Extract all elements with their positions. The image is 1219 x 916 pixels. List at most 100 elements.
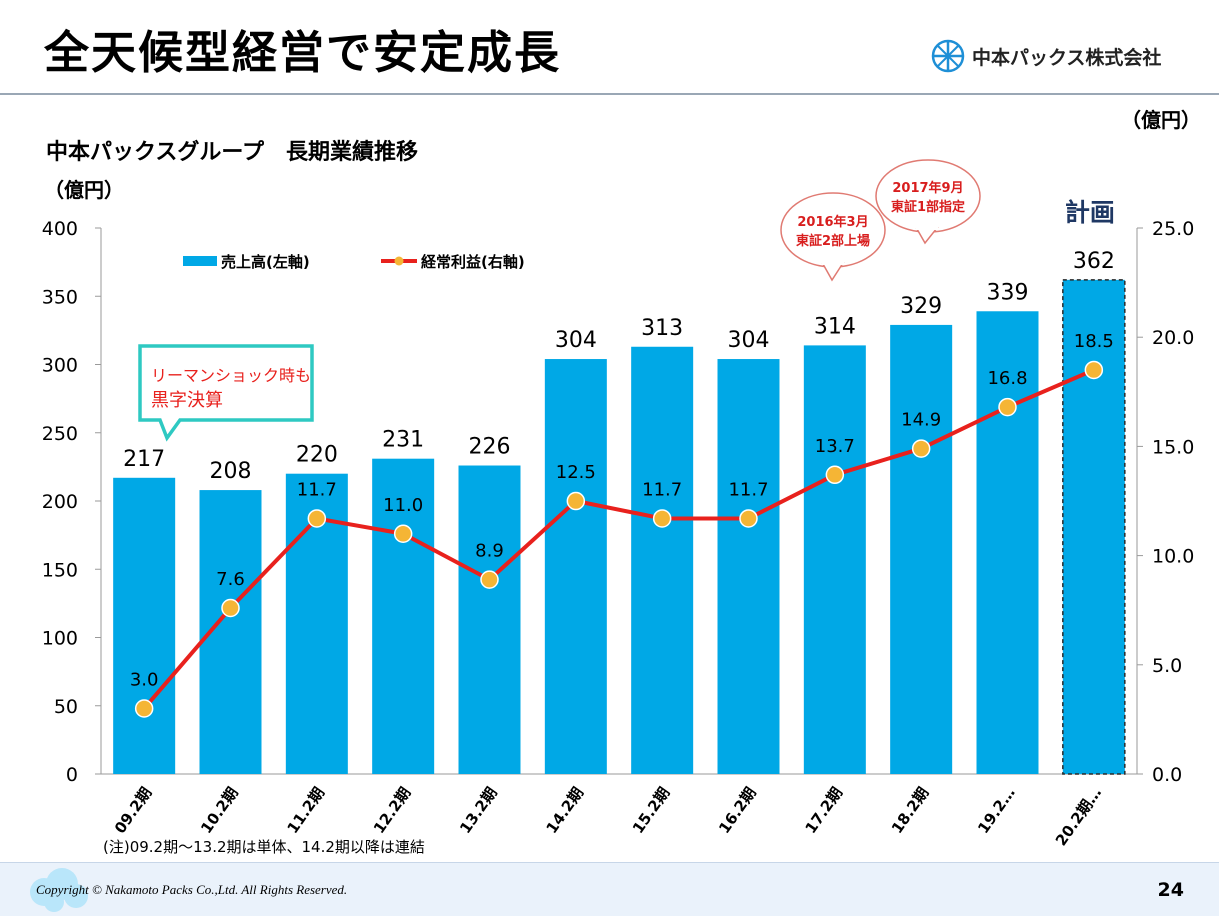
category-label: 16.2期 [715,784,760,837]
listing-2016-line1: 2016年3月 [797,214,868,230]
listing-2017-bubble [875,159,981,233]
legend-bar-swatch [183,256,217,266]
profit-marker [566,491,586,511]
listing-2016-bubble-tail [821,262,845,282]
category-label: 20.2期… [1052,784,1105,849]
company-emblem-icon [931,39,965,73]
lehman-callout-line1: リーマンショック時も [151,366,311,385]
category-label: 14.2期 [543,784,588,837]
category-label: 15.2期 [629,784,674,837]
plan-label: 計画 [1065,198,1115,227]
listing-2017-line1: 2017年9月 [892,180,963,196]
left-tick-label: 0 [66,764,78,786]
lehman-callout-box [138,344,314,442]
category-label: 13.2期 [456,784,501,837]
profit-marker [221,598,240,618]
company-name: 中本パックス株式会社 [972,46,1162,69]
bar-sales [976,311,1039,774]
left-tick-label: 100 [42,628,78,650]
bar-sales [717,359,780,774]
chart-title: 中本パックスグループ 長期業績推移 [46,140,419,165]
profit-marker [393,524,413,544]
listing-2016-line2: 東証2部上場 [796,233,870,249]
category-label: 09.2期 [111,784,156,837]
left-tick-label: 400 [42,218,78,240]
left-tick-label: 350 [42,286,78,308]
right-tick-label: 20.0 [1152,327,1194,349]
bar-value-label: 226 [469,435,511,460]
profit-value-label: 7.6 [216,569,245,590]
bar-value-label: 217 [123,447,165,472]
profit-value-label: 3.0 [130,669,159,690]
category-label: 17.2期 [802,784,847,837]
legend-line-marker [394,256,404,266]
listing-2017-line2: 東証1部指定 [891,199,965,215]
bar-sales [458,465,521,774]
bar-sales [631,346,694,774]
listing-2017-bubble-tail [915,227,939,245]
bar-value-label: 208 [210,459,252,484]
bar-sales [544,359,607,774]
profit-value-label: 13.7 [815,436,855,457]
profit-marker [480,570,499,589]
profit-value-label: 11.7 [297,479,337,500]
category-label: 18.2期 [888,784,933,837]
right-tick-label: 10.0 [1152,546,1194,568]
bar-sales [890,324,953,774]
left-tick-label: 250 [42,423,78,445]
bar-sales [113,477,176,774]
profit-value-label: 16.8 [987,368,1027,389]
bar-value-label: 329 [900,294,942,319]
category-label: 12.2期 [370,784,415,837]
y-axis-unit-label: （億円） [44,178,124,202]
category-label: 10.2期 [197,784,242,837]
page-number: 24 [1157,879,1184,901]
category-label: 11.2期 [284,784,329,837]
right-tick-label: 5.0 [1152,655,1182,677]
profit-marker [134,699,154,718]
bar-value-label: 339 [987,280,1029,305]
left-tick-label: 300 [42,355,78,377]
bar-sales [1062,279,1126,775]
listing-2016-bubble [780,192,886,268]
chart-note: (注)09.2期～13.2期は単体、14.2期以降は連結 [103,838,425,856]
right-tick-label: 25.0 [1152,218,1194,240]
listing-2017-tail-mask [916,225,938,230]
copyright-text: Copyright © Nakamoto Packs Co.,Ltd. All … [36,882,348,897]
profit-value-label: 18.5 [1074,331,1114,352]
bar-value-label: 220 [296,443,338,468]
profit-value-label: 11.7 [642,479,682,500]
company-logo: 中本パックス株式会社 [930,36,1161,76]
title-divider [0,93,1219,95]
bar-value-label: 304 [728,328,770,353]
bar-value-label: 314 [814,314,856,339]
legend-line-label: 経常利益(右軸) [421,253,525,271]
profit-value-label: 12.5 [556,462,596,483]
profit-value-label: 11.0 [383,495,423,516]
profit-marker [739,509,758,528]
bar-value-label: 304 [555,328,597,353]
profit-marker [825,465,845,485]
right-tick-label: 0.0 [1152,764,1182,786]
listing-2016-tail-mask [822,260,844,265]
profit-value-label: 14.9 [901,410,941,431]
bar-sales [803,345,866,774]
profit-marker [1084,360,1104,380]
legend-bar-label: 売上高(左軸) [221,253,310,271]
profit-value-label: 11.7 [728,479,768,500]
profit-marker [307,509,327,528]
right-tick-label: 15.0 [1152,436,1194,458]
left-tick-label: 200 [42,491,78,513]
profit-marker [998,397,1017,417]
footer-bar [0,862,1219,916]
left-tick-label: 50 [54,696,78,718]
left-tick-label: 150 [42,559,78,581]
profit-marker [652,509,672,528]
cloud-decoration-icon [30,868,88,912]
bar-value-label: 362 [1073,249,1115,274]
profit-value-label: 8.9 [475,541,504,562]
